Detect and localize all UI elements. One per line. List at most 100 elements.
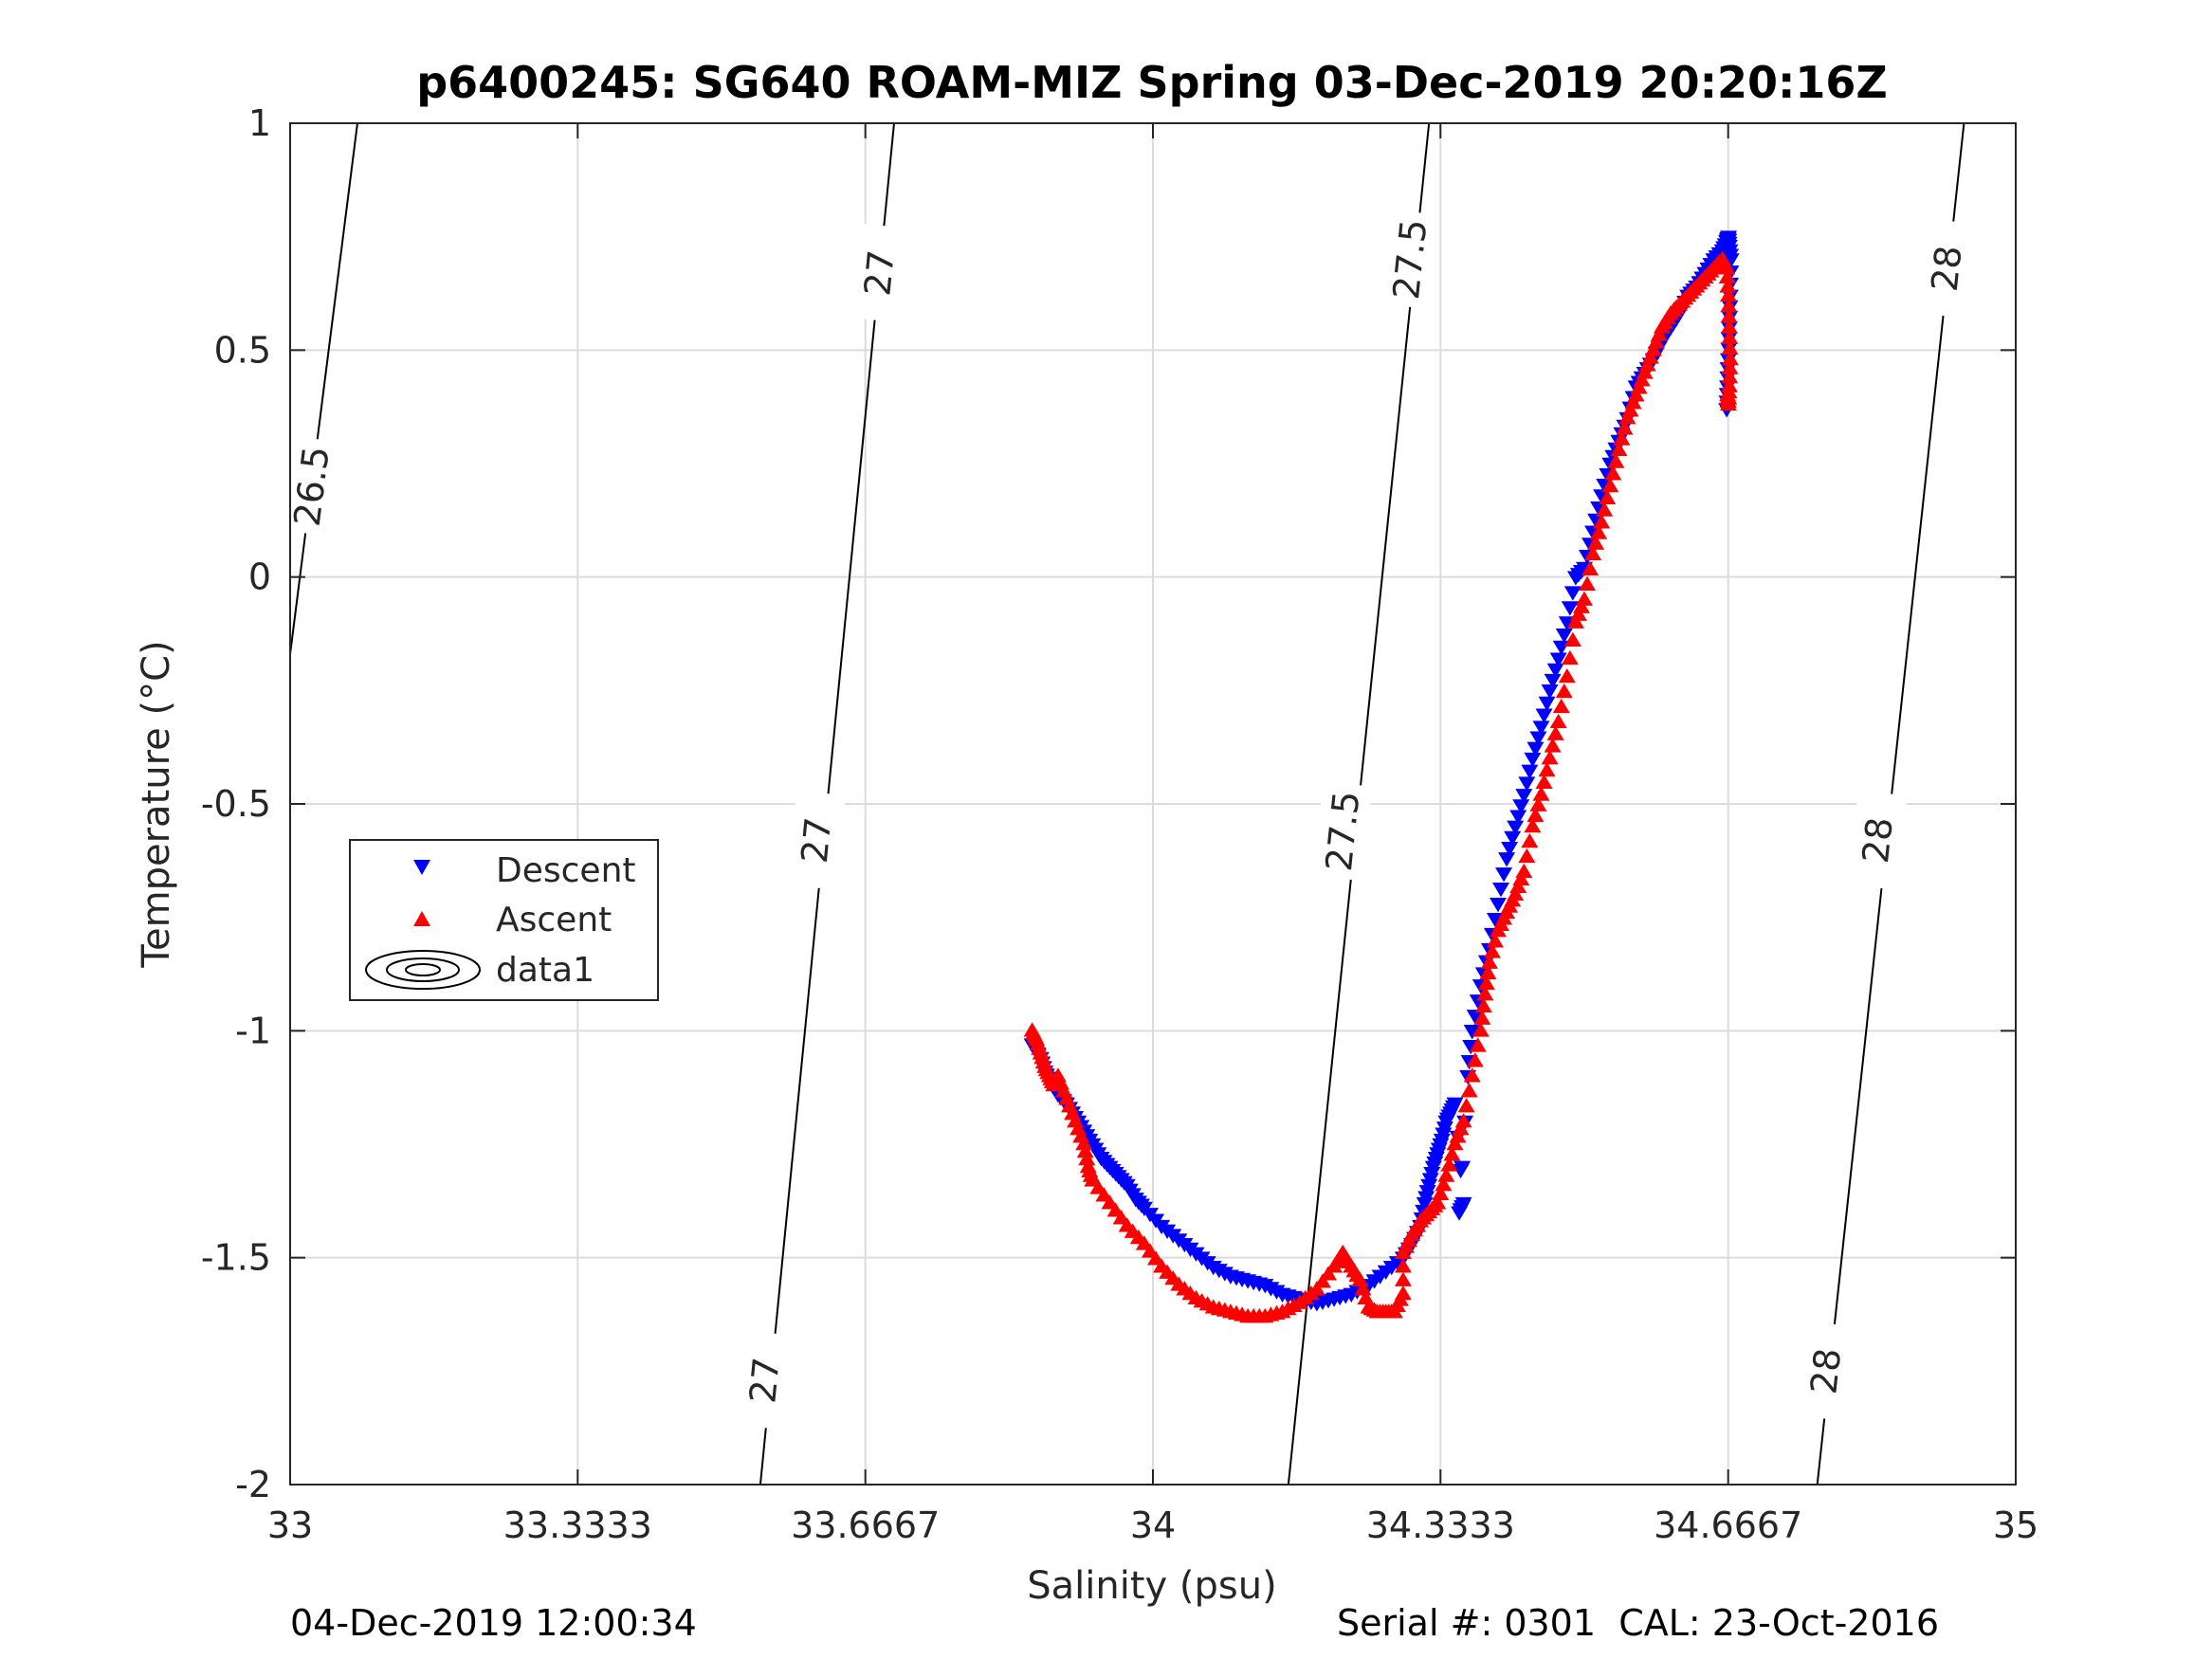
isopycnal-label: 28 [1855, 815, 1901, 866]
ascent-point [1394, 1271, 1412, 1286]
ascent-point [1581, 560, 1600, 575]
legend-box [349, 839, 659, 1001]
ascent-point [1719, 387, 1737, 402]
descent-point [1563, 586, 1581, 601]
descent-point [1453, 1160, 1472, 1176]
ascent-point [1721, 339, 1739, 356]
ascent-point [1636, 364, 1654, 379]
isopycnal-line [289, 122, 358, 655]
descent-point [1486, 912, 1504, 928]
x-tick-label: 33 [267, 1504, 313, 1546]
x-axis-label: Salinity (psu) [1027, 1564, 1276, 1608]
ascent-point [1720, 298, 1738, 313]
ascent-point [1719, 278, 1737, 293]
ascent-series [1023, 250, 1739, 1323]
ascent-point [1718, 268, 1736, 284]
descent-point [1544, 673, 1562, 689]
isopycnal-label: 28 [1924, 244, 1970, 294]
legend-descent-marker [413, 860, 430, 875]
ascent-point [1466, 1052, 1484, 1067]
descent-point [1509, 810, 1527, 825]
ascent-point [1572, 598, 1590, 613]
density-contours: 26.5 27 27 27 27.5 27.5 28 28 28 [281, 122, 1977, 1486]
ascent-point [1394, 1258, 1412, 1273]
ascent-point [1463, 1067, 1481, 1083]
footer-serial-cal: Serial #: 0301 CAL: 23-Oct-2016 [1337, 1602, 1940, 1644]
descent-point [1555, 628, 1573, 644]
ascent-point [1587, 535, 1605, 550]
ascent-point [1480, 954, 1498, 969]
ascent-point [1320, 1266, 1338, 1281]
ascent-point [1584, 545, 1602, 561]
ascent-point [1479, 964, 1497, 980]
ascent-point [1437, 1167, 1455, 1182]
ascent-point [1076, 1142, 1094, 1158]
descent-point [1463, 1025, 1481, 1040]
ascent-point [1354, 1281, 1372, 1296]
x-tick-label: 34.6667 [1654, 1504, 1802, 1546]
ascent-point [1460, 1083, 1478, 1098]
ascent-point [1561, 649, 1579, 665]
y-tick-label: 0 [248, 556, 271, 598]
ascent-point [1473, 1010, 1491, 1025]
isopycnal-label-bg [1848, 790, 1908, 890]
ascent-point [1720, 308, 1738, 323]
ascent-point [1518, 848, 1536, 864]
ascent-point [1718, 260, 1736, 275]
ascent-point [1566, 613, 1584, 629]
isopycnal-label: 27.5 [1318, 789, 1367, 873]
isopycnal-label-bg [1313, 781, 1373, 882]
descent-point [1515, 789, 1533, 804]
isopycnal-label-bg [1796, 1321, 1856, 1421]
ascent-point [1579, 575, 1597, 591]
ascent-point [1452, 1121, 1470, 1136]
ascent-point [1449, 1128, 1467, 1143]
descent-point [1526, 741, 1545, 757]
ascent-point [1555, 683, 1573, 699]
ascent-point [1613, 430, 1631, 446]
ascent-point [1529, 796, 1547, 811]
ascent-point [1307, 1281, 1325, 1296]
ascent-point [1512, 870, 1530, 886]
x-tick-label: 33.3333 [503, 1504, 652, 1546]
ascent-point [1599, 489, 1617, 504]
isopycnal-label-bg [735, 1330, 795, 1431]
descent-point [1490, 898, 1507, 913]
ascent-point [1641, 349, 1659, 364]
ascent-point [1721, 350, 1739, 366]
isopycnal-label: 27.5 [1385, 217, 1435, 301]
descent-point [1546, 663, 1564, 678]
ascent-point [1435, 1176, 1453, 1192]
isopycnal-label-bg [281, 436, 342, 537]
y-tick-label: -1.5 [201, 1237, 271, 1279]
ascent-point [1535, 774, 1553, 789]
x-tick-label: 35 [1993, 1504, 2038, 1546]
isopycnal-label: 27 [741, 1356, 788, 1405]
y-tick-label: -0.5 [201, 783, 271, 825]
ascent-point [1075, 1136, 1093, 1151]
ascent-point [1524, 817, 1542, 833]
legend-ascent-marker [413, 911, 430, 926]
ascent-point [1596, 501, 1614, 517]
legend-contour-icon [365, 950, 481, 990]
ascent-point [1521, 832, 1539, 848]
ascent-point [1394, 1285, 1412, 1301]
isopycnal-label: 27 [794, 815, 840, 865]
ascent-point [1429, 1194, 1447, 1210]
ascent-point [1509, 878, 1527, 894]
descent-point [1498, 852, 1516, 867]
descent-point [1524, 752, 1542, 768]
descent-point [1722, 253, 1740, 268]
ascent-point [1618, 410, 1636, 425]
descent-point [1541, 684, 1559, 700]
ascent-point [1432, 1185, 1450, 1200]
ascent-point [1650, 326, 1668, 341]
ascent-point [1627, 387, 1645, 402]
descent-point [1512, 799, 1530, 814]
ascent-point [1443, 1146, 1461, 1161]
ascent-point [1590, 524, 1608, 539]
ascent-point [1576, 591, 1593, 606]
descent-point [1446, 1097, 1464, 1112]
y-tick-label: -1 [235, 1010, 271, 1051]
ascent-point [1647, 334, 1665, 349]
